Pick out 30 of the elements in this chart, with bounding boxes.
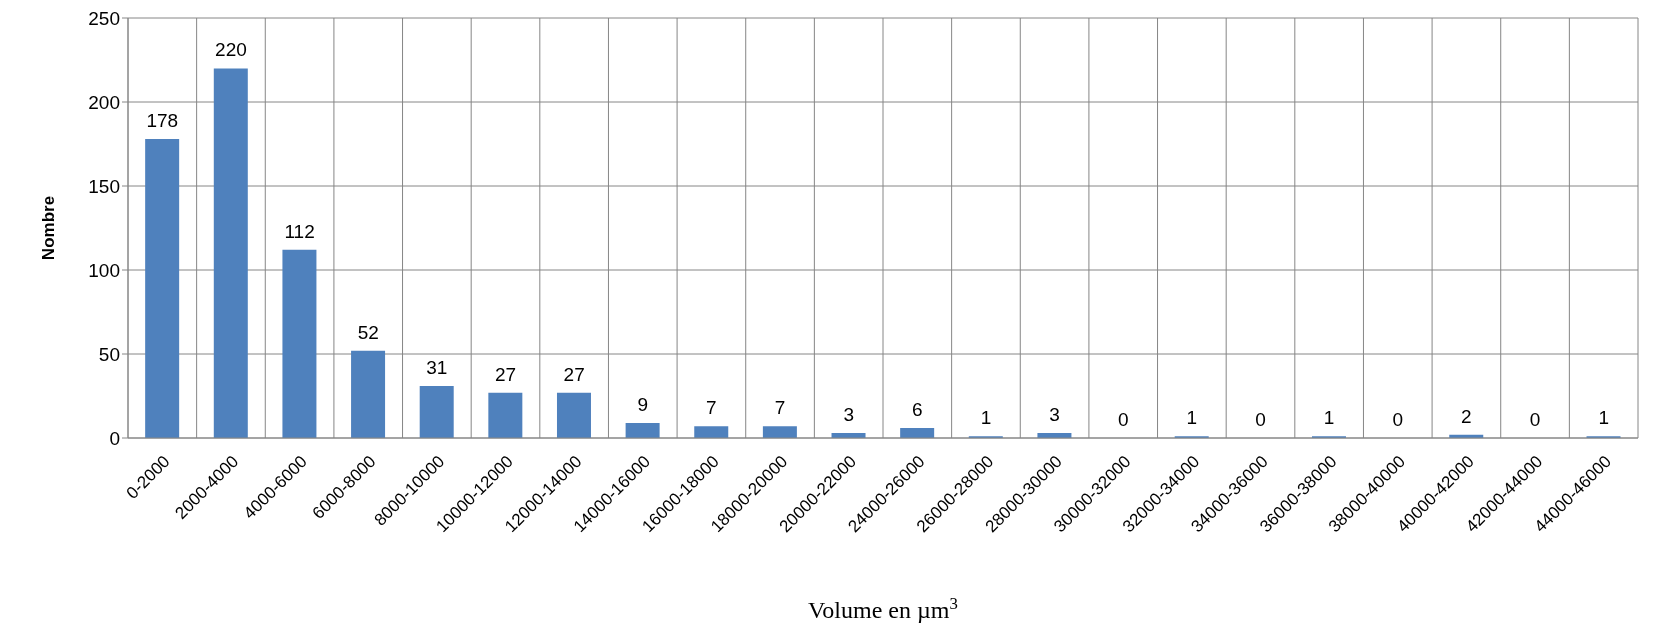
data-label: 27 xyxy=(494,363,517,385)
data-label: 1 xyxy=(1598,407,1609,429)
data-label: 31 xyxy=(426,356,448,378)
data-label: 52 xyxy=(357,321,379,343)
data-label: 2 xyxy=(1461,405,1472,427)
data-label: 112 xyxy=(284,220,315,242)
data-label: 1 xyxy=(1323,407,1335,429)
data-label: 178 xyxy=(146,109,179,131)
data-label: 9 xyxy=(637,393,649,415)
data-label: 0 xyxy=(1392,409,1404,430)
data-label: 0 xyxy=(1117,409,1129,430)
y-axis-title: Nombre xyxy=(39,195,59,261)
data-label: 220 xyxy=(215,39,247,61)
data-label: 27 xyxy=(563,363,585,385)
y-tick-label: 200 xyxy=(88,91,120,113)
data-label: 0 xyxy=(1255,409,1266,430)
y-tick-label: 100 xyxy=(88,259,120,281)
x-axis-title: Volume en µm$^{3}$ xyxy=(808,593,958,623)
data-label: 0 xyxy=(1529,409,1541,430)
y-tick-label: 50 xyxy=(98,343,120,365)
data-label: 6 xyxy=(912,398,923,420)
y-tick-label: 150 xyxy=(88,175,120,197)
data-label: 1 xyxy=(980,407,992,429)
data-label: 3 xyxy=(1049,403,1060,425)
data-label: 1 xyxy=(1186,407,1198,429)
y-tick-label: 250 xyxy=(88,7,120,29)
data-label: 7 xyxy=(706,397,717,419)
y-tick-label: 0 xyxy=(109,427,120,449)
data-label: 3 xyxy=(843,403,854,425)
data-label: 7 xyxy=(774,397,786,419)
